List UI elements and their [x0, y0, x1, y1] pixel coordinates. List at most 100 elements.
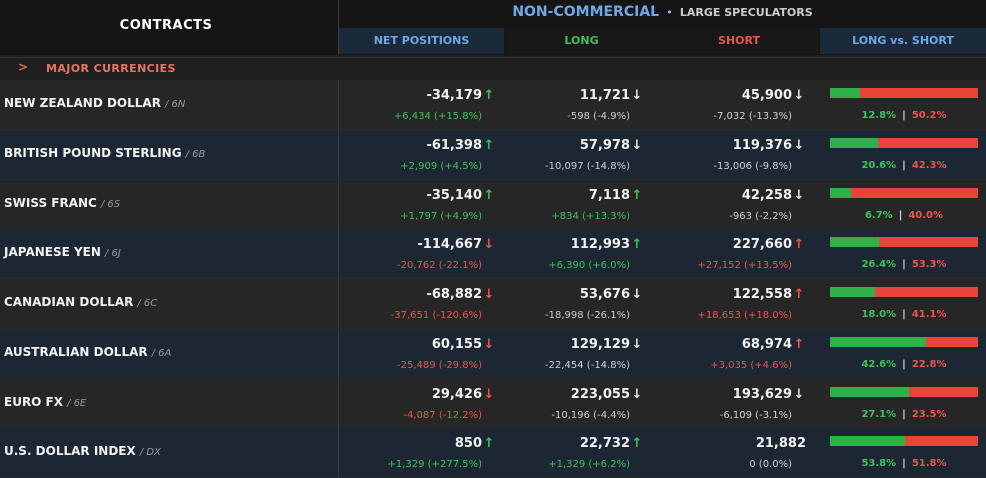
long-short-percent: 20.6% | 42.3%	[830, 160, 978, 171]
long-cell: 11,721 ↓ -598 (-4.9%)	[474, 80, 644, 129]
net-value: -68,882	[426, 287, 482, 302]
long-value-wrap: 7,118 ↑	[589, 188, 644, 203]
long-arrow: ↓	[631, 386, 643, 402]
percent-separator: |	[902, 458, 906, 470]
net-value-wrap: -61,398 ↑	[426, 138, 496, 153]
long-short-percent: 42.6% | 22.8%	[830, 359, 978, 370]
long-value-wrap: 129,129 ↓	[571, 337, 644, 352]
section-label: MAJOR CURRENCIES	[46, 62, 176, 75]
contract-label: U.S. DOLLAR INDEX	[4, 444, 136, 459]
contract-label: EURO FX	[4, 394, 64, 409]
short-arrow: ↓	[793, 386, 805, 402]
long-change: -18,998 (-26.1%)	[545, 310, 630, 321]
short-value: 21,882	[755, 436, 806, 452]
short-value-wrap: 45,900 ↓	[742, 88, 806, 103]
short-value-wrap: 119,376 ↓	[733, 138, 806, 153]
net-change: +1,329 (+277.5%)	[387, 459, 483, 471]
net-change: -4,087 (-12.2%)	[403, 409, 482, 421]
net-cell: 29,426 ↓ -4,087 (-12.2%)	[326, 379, 496, 428]
long-value: 57,978	[579, 137, 630, 153]
contract-name[interactable]: BRITISH POUND STERLING/ 6B	[4, 146, 205, 160]
contracts-header: CONTRACTS	[0, 0, 339, 55]
net-value: -61,398	[426, 137, 482, 153]
short-change: +18,653 (+18.0%)	[697, 310, 793, 321]
long-change: +1,329 (+6.2%)	[548, 459, 630, 471]
short-change: -13,006 (-9.8%)	[713, 160, 792, 172]
net-cell: 60,155 ↓ -25,489 (-29.8%)	[326, 329, 496, 378]
percent-separator: |	[902, 259, 906, 271]
long-percent: 27.1%	[861, 408, 897, 420]
long-cell: 53,676 ↓ -18,998 (-26.1%)	[474, 279, 644, 328]
column-header-short[interactable]: SHORT	[659, 28, 819, 54]
net-change: -20,762 (-22.1%)	[397, 260, 482, 272]
long-short-bar	[830, 137, 978, 148]
short-value: 193,629	[732, 386, 792, 402]
table-row[interactable]: BRITISH POUND STERLING/ 6B -61,398 ↑ +2,9…	[0, 129, 986, 180]
short-change: 0 (0.0%)	[749, 459, 792, 471]
long-short-bar	[830, 237, 978, 248]
long-arrow: ↓	[631, 88, 643, 103]
short-cell: 122,558 ↑ +18,653 (+18.0%)	[636, 279, 806, 328]
short-cell: 119,376 ↓ -13,006 (-9.8%)	[636, 130, 806, 179]
short-change: +27,152 (+13.5%)	[697, 260, 793, 272]
column-header-net-positions[interactable]: NET POSITIONS	[339, 28, 504, 54]
contract-code: / DX	[139, 447, 161, 459]
short-percent: 50.2%	[911, 110, 947, 121]
contract-label: BRITISH POUND STERLING	[4, 145, 182, 160]
short-cell: 42,258 ↓ -963 (-2.2%)	[636, 180, 806, 229]
table-row[interactable]: NEW ZEALAND DOLLAR/ 6N -34,179 ↑ +6,434 (…	[0, 80, 986, 130]
short-change: -963 (-2.2%)	[729, 210, 792, 222]
net-value: -114,667	[417, 237, 482, 253]
table-row[interactable]: AUSTRALIAN DOLLAR/ 6A 60,155 ↓ -25,489 (-…	[0, 328, 986, 379]
net-value-wrap: 29,426 ↓	[432, 387, 496, 402]
long-value-wrap: 22,732 ↑	[580, 436, 644, 451]
contract-name[interactable]: CANADIAN DOLLAR/ 6C	[4, 295, 157, 309]
contract-name[interactable]: EURO FX/ 6E	[4, 395, 86, 409]
long-short-percent: 6.7% | 40.0%	[830, 210, 978, 221]
long-share-fill	[830, 436, 906, 447]
table-row[interactable]: JAPANESE YEN/ 6J -114,667 ↓ -20,762 (-22.…	[0, 229, 986, 280]
column-divider	[338, 279, 339, 328]
contract-code: / 6N	[164, 99, 186, 110]
contract-name[interactable]: AUSTRALIAN DOLLAR/ 6A	[4, 345, 171, 359]
table-header: CONTRACTS NON-COMMERCIAL • LARGE SPECULA…	[0, 0, 986, 55]
group-title-main: NON-COMMERCIAL	[512, 4, 660, 20]
percent-separator: |	[898, 209, 903, 221]
short-value-wrap: 227,660 ↑	[733, 237, 806, 252]
table-row[interactable]: CANADIAN DOLLAR/ 6C -68,882 ↓ -37,651 (-1…	[0, 279, 986, 329]
contract-name[interactable]: JAPANESE YEN/ 6J	[4, 245, 121, 259]
long-percent: 42.6%	[861, 358, 897, 370]
contract-label: NEW ZEALAND DOLLAR	[4, 96, 161, 110]
contract-name[interactable]: SWISS FRANC/ 6S	[4, 196, 120, 210]
net-value-wrap: -35,140 ↑	[426, 188, 496, 203]
long-cell: 129,129 ↓ -22,454 (-14.8%)	[474, 329, 644, 378]
section-major-currencies[interactable]: > MAJOR CURRENCIES	[0, 57, 986, 81]
short-change: +3,035 (+4.6%)	[710, 359, 792, 371]
short-cell: 193,629 ↓ -6,109 (-3.1%)	[636, 379, 806, 428]
table-row[interactable]: U.S. DOLLAR INDEX / DX 850 ↑ +1,329 (+277.…	[0, 428, 986, 478]
long-percent: 26.4%	[861, 259, 897, 271]
long-short-percent: 12.8% | 50.2%	[830, 110, 978, 121]
table-row[interactable]: SWISS FRANC/ 6S -35,140 ↑ +1,797 (+4.9%) …	[0, 179, 986, 230]
column-header-long[interactable]: LONG	[505, 28, 658, 54]
net-change: -37,651 (-120.6%)	[390, 310, 482, 321]
short-arrow: ↑	[793, 287, 805, 302]
short-change: -6,109 (-3.1%)	[719, 409, 792, 421]
table-row[interactable]: EURO FX/ 6E 29,426 ↓ -4,087 (-12.2%) 223,…	[0, 378, 986, 429]
contract-name[interactable]: U.S. DOLLAR INDEX / DX	[4, 444, 161, 458]
long-arrow: ↓	[631, 137, 643, 153]
contract-name[interactable]: NEW ZEALAND DOLLAR/ 6N	[4, 96, 185, 110]
percent-separator: |	[902, 408, 906, 420]
long-change: -598 (-4.9%)	[567, 111, 630, 122]
short-value-wrap: 122,558 ↑	[733, 287, 806, 302]
net-change: -25,489 (-29.8%)	[397, 359, 482, 371]
column-divider	[338, 179, 339, 229]
short-percent: 40.0%	[908, 209, 944, 221]
long-change: +834 (+13.3%)	[551, 210, 630, 222]
chevron-right-icon[interactable]: >	[18, 60, 29, 74]
long-share-fill	[830, 187, 852, 198]
long-arrow: ↑	[631, 237, 643, 253]
long-short-bar	[830, 336, 978, 347]
column-header-long-vs-short[interactable]: LONG vs. SHORT	[820, 28, 986, 54]
long-percent: 53.8%	[861, 458, 897, 470]
